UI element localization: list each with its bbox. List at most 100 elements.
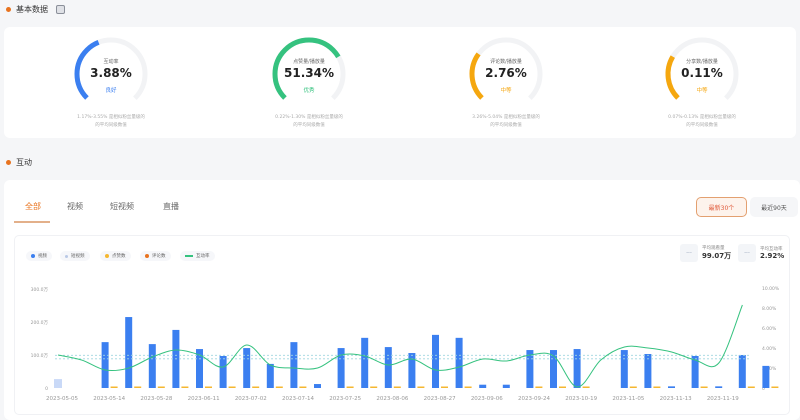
- x-tick-label: 2023-09-06: [471, 396, 503, 402]
- stat-value: 99.07万: [702, 252, 732, 260]
- bar-likes: [582, 386, 590, 388]
- legend-short-video[interactable]: 短视频: [60, 251, 90, 261]
- avg-rate-stat: ··· 平均互动率 2.92%: [738, 244, 784, 262]
- section-title: 互动: [16, 158, 32, 167]
- y-right-tick: 6.00%: [762, 326, 777, 332]
- gauge-value: 51.34%: [284, 66, 334, 80]
- interaction-card: [4, 180, 800, 420]
- bar-likes: [228, 386, 236, 388]
- gauge-status: 中等: [500, 88, 512, 94]
- gauge-label: 点赞量/播放量: [293, 59, 325, 65]
- bar-video: [361, 337, 369, 388]
- legend-label: 点赞数: [112, 254, 126, 259]
- section-header-interaction: 互动: [6, 157, 32, 168]
- section-header-basic: 基本数据: [6, 4, 65, 15]
- bar-video: [691, 355, 699, 388]
- bar-video: [738, 355, 746, 388]
- bar-video: [314, 384, 321, 388]
- bar-video: [620, 350, 628, 388]
- gauge-description: 1.17%-3.55% 是相似粉丝量级的 的平均同级数值: [51, 114, 171, 130]
- bar-likes: [559, 386, 566, 388]
- bar-likes: [464, 386, 472, 388]
- bar-video: [101, 342, 109, 388]
- bar-likes: [181, 386, 189, 388]
- x-tick-label: 2023-05-28: [140, 396, 172, 402]
- more-icon: ···: [738, 244, 756, 262]
- gauge-desc-line: 0.07%-0.13% 是相似粉丝量级的: [668, 115, 736, 120]
- x-tick-label: 2023-05-14: [93, 396, 125, 402]
- gauge-description: 0.22%-1.30% 是相似粉丝量级的 的平均同级数值: [249, 114, 369, 130]
- active-tab-underline: [14, 221, 50, 223]
- x-tick-label: 2023-09-24: [518, 396, 550, 402]
- legend-video[interactable]: 视频: [26, 251, 52, 261]
- tab-live[interactable]: 直播: [163, 202, 179, 211]
- y-right-tick: 0: [762, 386, 765, 392]
- bar-video: [526, 350, 534, 388]
- bar-likes: [535, 386, 543, 388]
- gauge-desc-line: 的平均同级数值: [490, 123, 522, 128]
- y-left-tick: 0: [45, 386, 48, 392]
- bar-likes: [629, 386, 637, 388]
- bar-video: [762, 365, 770, 388]
- gauge-value: 3.88%: [90, 66, 132, 80]
- bar-video: [432, 334, 439, 388]
- gauge-label: 评论数/播放量: [490, 59, 522, 65]
- gauge-ring: [74, 37, 148, 110]
- bar-video: [715, 386, 723, 388]
- legend-dot-icon: [145, 254, 149, 258]
- tab-video[interactable]: 视频: [67, 202, 83, 211]
- section-dot-icon: [6, 160, 11, 165]
- gauge-1: 点赞量/播放量 51.34% 优秀 0.22%-1.30% 是相似粉丝量级的 的平…: [249, 36, 369, 130]
- last-90-days-button[interactable]: 最近90天: [750, 197, 798, 217]
- tab-all[interactable]: 全部: [25, 202, 41, 211]
- bar-likes: [275, 386, 283, 388]
- tab-short-video[interactable]: 短视频: [110, 202, 134, 211]
- bar-video: [337, 348, 345, 388]
- gauge-ring: [665, 37, 739, 110]
- bar-likes: [441, 386, 448, 388]
- y-left-tick: 300.0万: [31, 287, 49, 293]
- bar-likes: [417, 386, 425, 388]
- legend-comments[interactable]: 评论数: [140, 251, 171, 261]
- bar-video: [384, 347, 392, 388]
- bar-video: [644, 354, 652, 388]
- x-tick-label: 2023-07-25: [329, 396, 361, 402]
- rate-line: [57, 304, 743, 388]
- y-left-tick: 100.0万: [31, 353, 49, 359]
- avg-views-stat: ··· 平均观看量 99.07万: [680, 244, 731, 262]
- bar-video: [502, 384, 510, 388]
- bar-video: [408, 353, 416, 388]
- bar-video: [219, 355, 227, 388]
- gauge-label: 分享数/播放量: [686, 59, 718, 65]
- x-tick-label: 2023-11-05: [612, 396, 644, 402]
- bar-video: [196, 349, 203, 388]
- bar-likes: [134, 386, 142, 388]
- legend-likes[interactable]: 点赞数: [100, 251, 131, 261]
- latest-30-button[interactable]: 最新30个: [696, 197, 747, 217]
- stat-value: 2.92%: [760, 252, 785, 260]
- bar-likes: [157, 386, 165, 388]
- legend-rate[interactable]: 互动率: [180, 251, 215, 261]
- bar-video: [148, 344, 156, 388]
- copy-icon[interactable]: [56, 5, 65, 14]
- bar-video: [455, 337, 463, 388]
- section-dot-icon: [6, 7, 11, 12]
- x-tick-label: 2023-08-27: [424, 396, 456, 402]
- bar-likes: [252, 386, 260, 388]
- bar-video: [479, 384, 487, 388]
- gauge-desc-line: 3.26%-5.04% 是相似粉丝量级的: [472, 115, 540, 120]
- bar-likes: [747, 386, 755, 388]
- gauge-desc-line: 0.22%-1.30% 是相似粉丝量级的: [275, 115, 343, 120]
- legend-label: 互动率: [196, 254, 210, 259]
- stat-label: 平均互动率: [760, 247, 783, 252]
- bar-video: [290, 342, 298, 388]
- y-right-tick: 2.00%: [762, 366, 777, 372]
- gauge-status: 优秀: [303, 88, 315, 94]
- gauge-desc-line: 的平均同级数值: [293, 123, 325, 128]
- gauge-description: 3.26%-5.04% 是相似粉丝量级的 的平均同级数值: [446, 114, 566, 130]
- bar-likes: [771, 386, 779, 388]
- bar-likes: [205, 386, 212, 388]
- gauge-desc-line: 的平均同级数值: [95, 123, 127, 128]
- bar-video: [668, 386, 675, 388]
- gauge-label: 互动率: [103, 59, 119, 65]
